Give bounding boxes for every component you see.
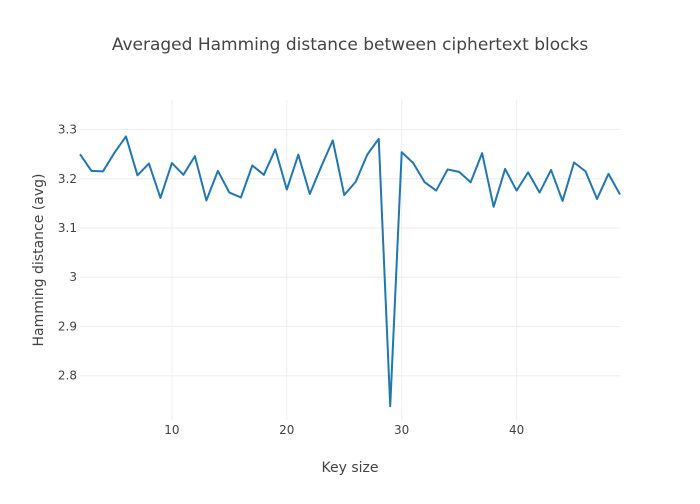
x-tick-label: 40	[509, 423, 524, 437]
x-axis-title: Key size	[322, 460, 379, 476]
tick-labels: 2.8 2.9 3 3.1 3.2 3.3 10 20 30 40	[58, 123, 524, 437]
x-tick-label: 20	[279, 423, 294, 437]
chart-title: Averaged Hamming distance between cipher…	[112, 35, 589, 55]
series-layer	[79, 135, 621, 408]
y-tick-label: 3	[69, 270, 77, 284]
y-tick-label: 3.2	[58, 172, 77, 186]
y-tick-label: 3.3	[58, 123, 77, 137]
grid	[80, 100, 620, 420]
y-tick-label: 2.9	[58, 319, 77, 333]
x-tick-label: 30	[394, 423, 409, 437]
x-tick-label: 10	[164, 423, 179, 437]
y-tick-label: 2.8	[58, 369, 77, 383]
y-axis-title: Hamming distance (avg)	[31, 174, 47, 347]
y-tick-label: 3.1	[58, 221, 77, 235]
series-line	[79, 135, 621, 408]
